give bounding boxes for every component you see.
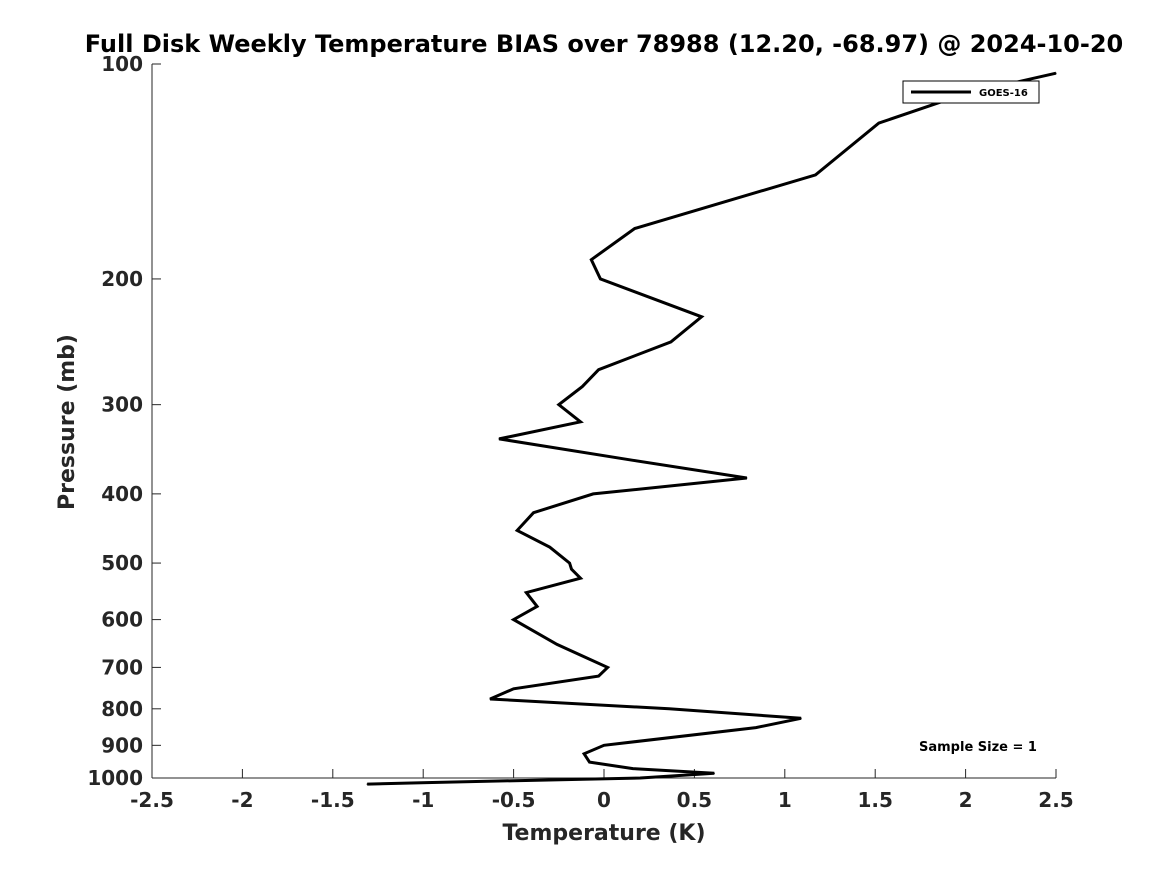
- data-point: [587, 657, 589, 660]
- y-axis-label: Pressure (mb): [55, 334, 80, 510]
- data-point: [598, 675, 600, 677]
- data-point: [632, 768, 634, 770]
- y-tick-label: 700: [101, 655, 143, 679]
- data-point: [558, 404, 560, 406]
- data-point: [549, 546, 551, 548]
- data-point: [513, 688, 515, 690]
- data-point: [579, 421, 582, 423]
- y-tick-label: 400: [101, 482, 143, 506]
- data-point: [670, 341, 672, 343]
- data-point: [1055, 72, 1057, 74]
- data-point: [536, 779, 538, 781]
- x-tick-label: 1: [778, 788, 792, 812]
- x-tick-label: 0: [597, 788, 611, 812]
- data-point: [426, 782, 428, 784]
- chart-title: Full Disk Weekly Temperature BIAS over 7…: [85, 30, 1124, 58]
- x-tick-label: 1.5: [857, 788, 892, 812]
- data-point: [570, 568, 573, 570]
- data-point: [489, 698, 491, 700]
- data-point: [668, 708, 670, 710]
- series-layer: [366, 71, 1057, 786]
- data-point: [814, 174, 817, 176]
- y-tick-label: 200: [101, 267, 143, 291]
- data-point: [366, 783, 368, 785]
- x-tick-label: 2.5: [1038, 788, 1073, 812]
- data-point: [603, 744, 605, 746]
- data-point: [556, 643, 558, 646]
- data-point: [516, 529, 518, 532]
- data-point: [588, 761, 591, 763]
- y-tick-label: 100: [101, 52, 143, 76]
- data-point: [632, 459, 634, 461]
- x-tick-label: 2: [959, 788, 973, 812]
- y-tick-label: 300: [101, 393, 143, 417]
- data-point: [579, 577, 582, 579]
- data-point: [607, 666, 609, 669]
- data-point: [746, 477, 748, 479]
- data-point: [536, 605, 538, 608]
- data-point: [599, 278, 602, 280]
- y-tick-label: 500: [101, 551, 143, 575]
- y-tick-label: 1000: [87, 766, 143, 790]
- data-point: [598, 369, 600, 371]
- legend: GOES-16: [902, 80, 1040, 104]
- x-tick-label: -1: [412, 788, 434, 812]
- data-point: [800, 717, 802, 719]
- data-point: [878, 122, 880, 124]
- y-tick-label: 900: [101, 733, 143, 757]
- x-axis-ticks: -2.5 -2 -1.5 -1 -0.5 0 0.5 1 1.5 2 2.5: [130, 769, 1074, 812]
- x-axis-label: Temperature (K): [502, 821, 705, 846]
- data-point: [755, 727, 757, 729]
- y-tick-label: 800: [101, 697, 143, 721]
- y-axis-ticks: 100 200 300 400 500 600 700 800 900 1000: [87, 52, 161, 790]
- data-point: [634, 227, 636, 230]
- data-point: [498, 438, 500, 440]
- x-tick-label: -1.5: [311, 788, 355, 812]
- data-point: [532, 512, 535, 514]
- x-tick-label: -0.5: [492, 788, 536, 812]
- data-point: [513, 619, 515, 621]
- x-tick-label: -2.5: [130, 788, 174, 812]
- data-point: [581, 386, 583, 388]
- data-point: [590, 259, 592, 261]
- legend-label-goes-16: GOES-16: [979, 88, 1028, 99]
- series-line-goes-16: [367, 71, 1057, 786]
- data-point: [569, 562, 571, 564]
- sample-size-annotation: Sample Size = 1: [919, 740, 1037, 755]
- data-point: [713, 772, 715, 774]
- data-point: [592, 493, 594, 495]
- data-point: [525, 592, 527, 594]
- data-point: [583, 753, 585, 755]
- y-tick-label: 600: [101, 608, 143, 632]
- x-tick-label: 0.5: [677, 788, 712, 812]
- x-tick-label: -2: [231, 788, 253, 812]
- data-point: [639, 777, 641, 779]
- data-point: [701, 316, 703, 318]
